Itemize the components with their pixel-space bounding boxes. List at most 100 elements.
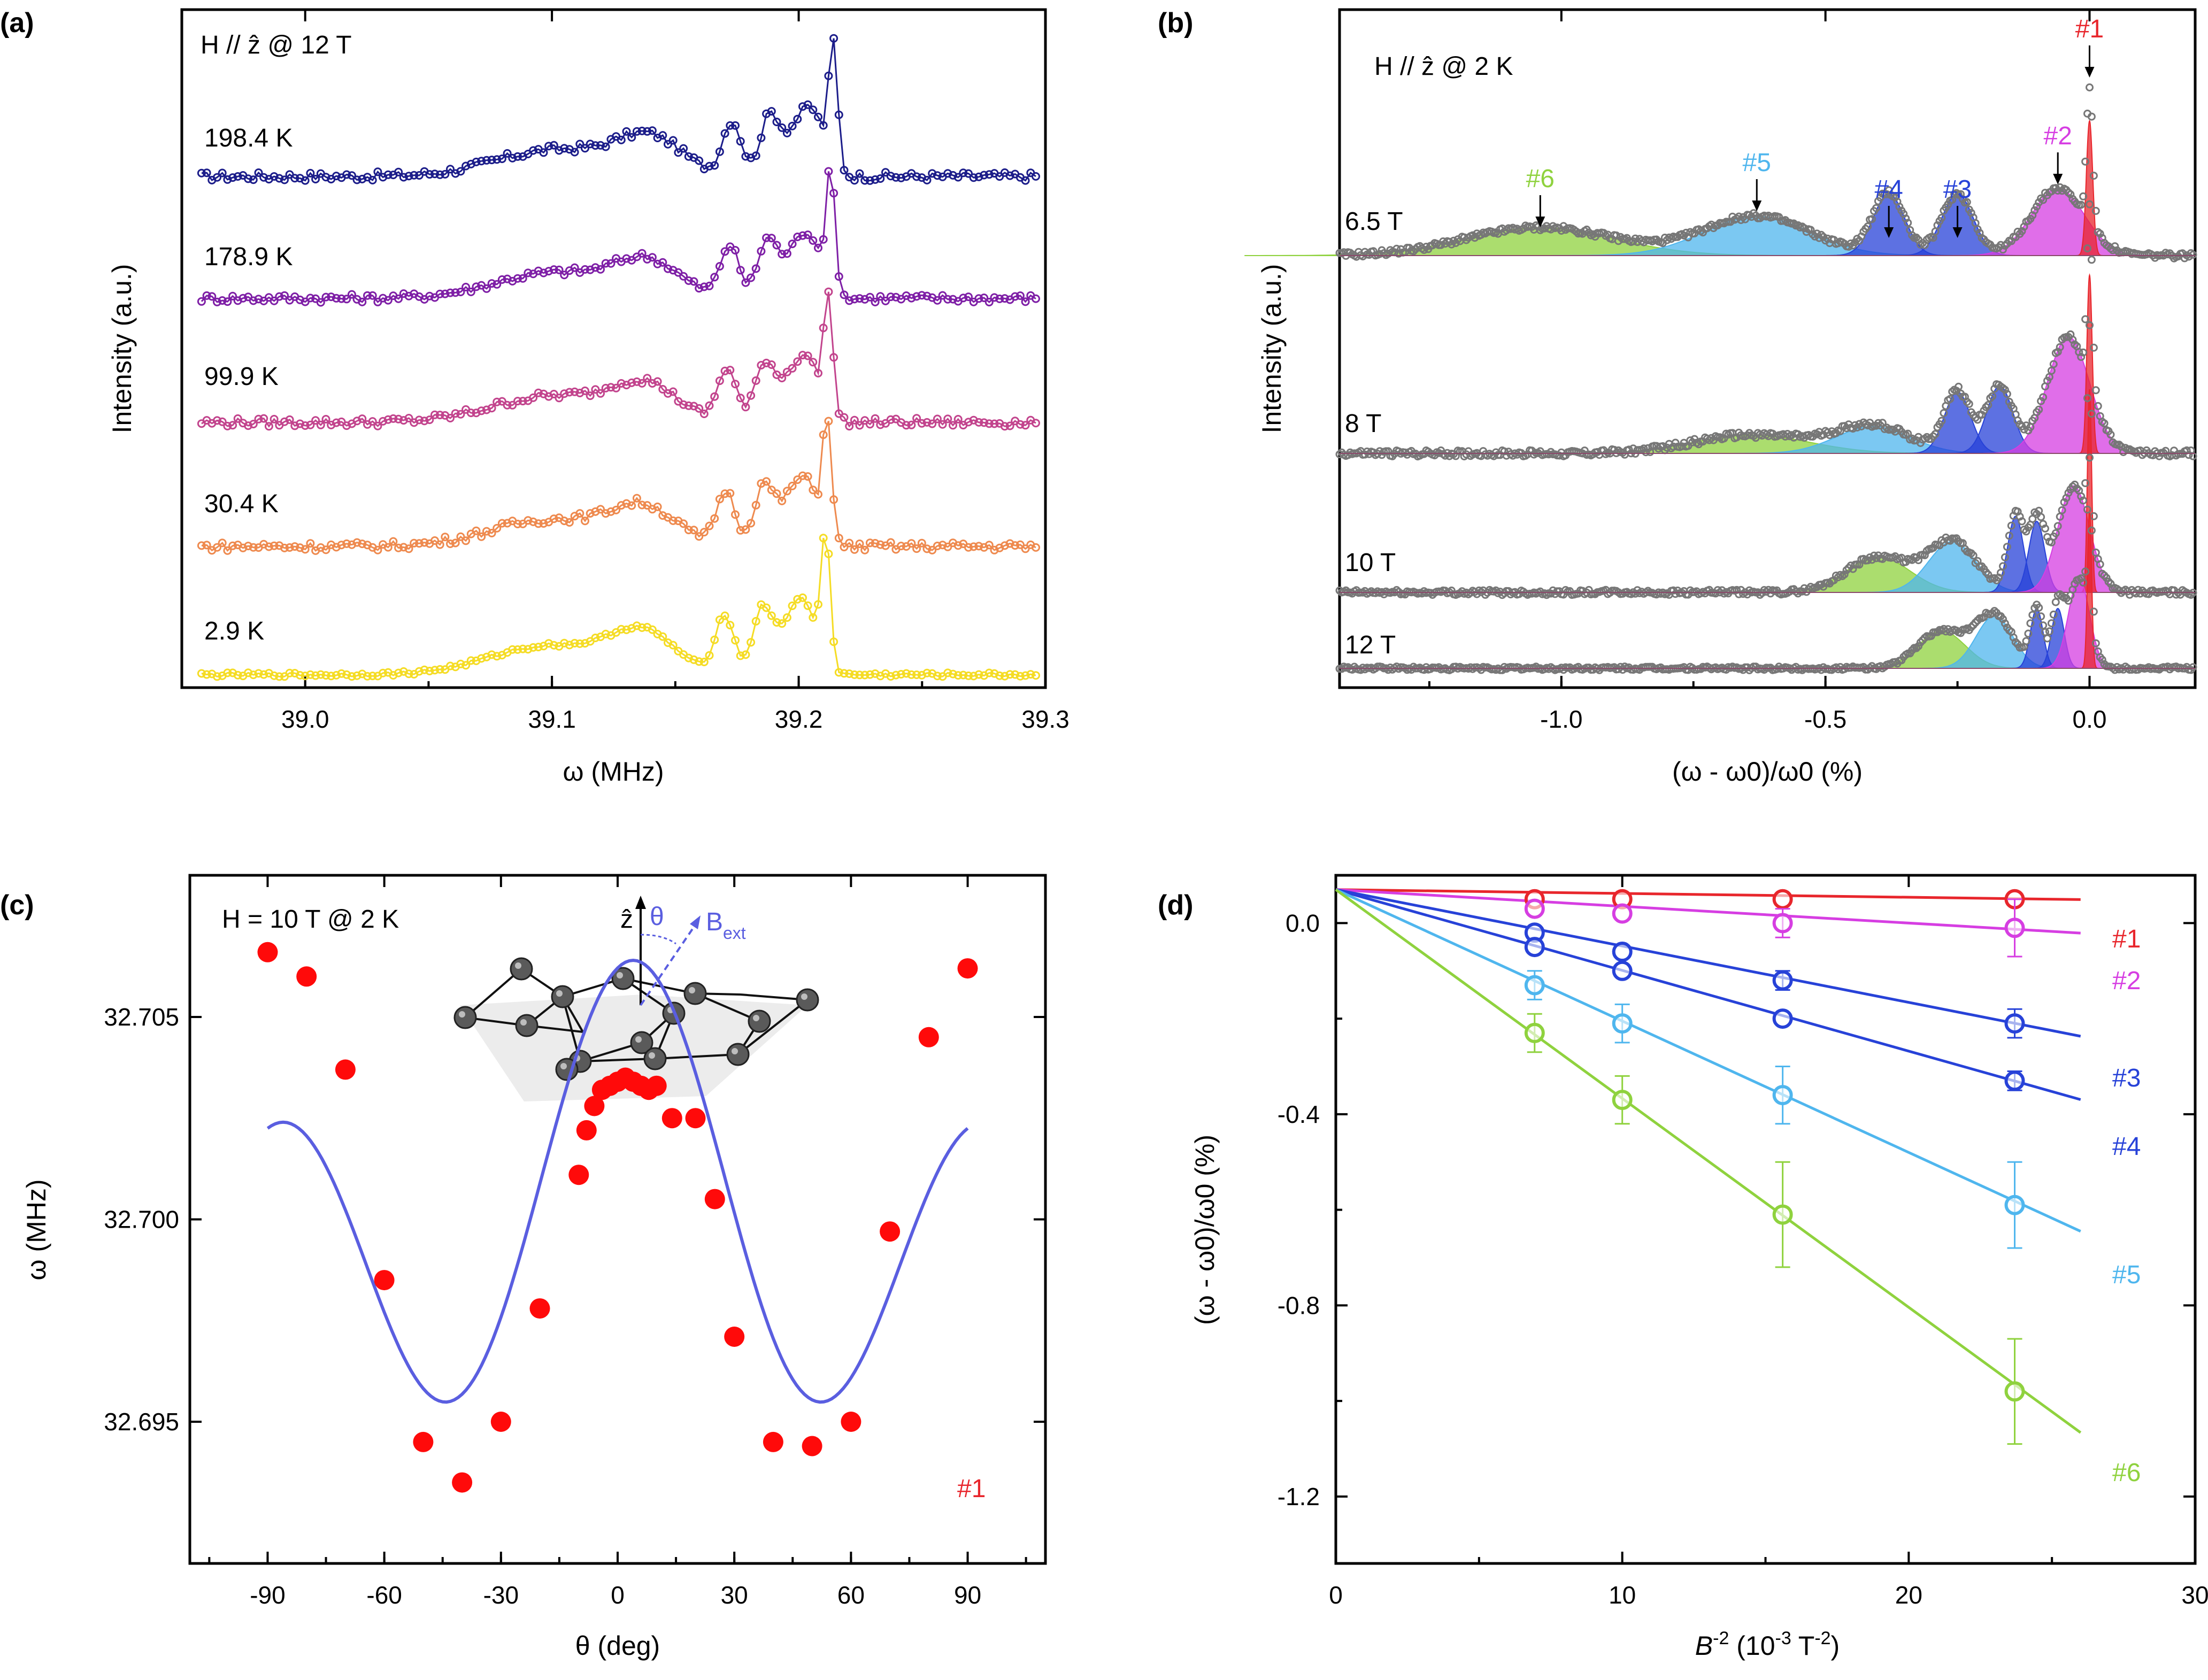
peak-arrow-head-icon <box>2084 67 2095 78</box>
trace-point <box>778 250 787 259</box>
trace-point <box>860 671 870 680</box>
trace-point <box>767 107 776 116</box>
trace-point <box>461 536 471 545</box>
trace-point <box>824 71 833 80</box>
trace-point <box>493 652 502 661</box>
trace-point <box>793 357 802 366</box>
trace-point <box>695 657 704 666</box>
trace-point <box>332 172 341 181</box>
trace-point <box>254 168 263 177</box>
trace-point <box>239 543 248 552</box>
trace-point <box>466 656 475 665</box>
trace-point <box>368 175 377 184</box>
trace-point <box>897 173 906 182</box>
trace-point <box>508 400 517 410</box>
fit-line <box>1335 888 2081 901</box>
trace-point <box>778 496 787 505</box>
data-point <box>2081 567 2090 576</box>
trace-point <box>741 525 750 534</box>
atom-highlight <box>515 962 521 969</box>
trace-point <box>840 413 849 422</box>
panel-b-label: (b) <box>1158 7 1193 38</box>
theta-arc <box>640 934 676 945</box>
trace-point <box>933 672 942 681</box>
data-point <box>2007 521 2015 530</box>
data-point <box>1502 226 1511 235</box>
trace-point <box>871 175 880 184</box>
trace-point <box>352 175 361 184</box>
trace-point <box>959 294 968 303</box>
data-point <box>1524 937 1545 958</box>
trace-point <box>539 148 548 157</box>
trace-point <box>684 526 693 535</box>
data-point <box>2091 206 2100 215</box>
data-point <box>1500 447 1509 456</box>
panel-a-xlabel: ω (MHz) <box>563 757 664 787</box>
trace-point <box>549 514 558 523</box>
trace-point <box>803 472 812 481</box>
data-point <box>1471 234 1479 242</box>
data-point <box>841 1412 861 1432</box>
trace-point <box>285 543 294 552</box>
trace-point <box>332 418 341 427</box>
trace-point <box>751 500 760 510</box>
panel-b-annotation: H // ẑ @ 2 K <box>1374 52 1513 81</box>
trace-point <box>824 287 833 296</box>
trace-point <box>643 127 652 136</box>
trace-point <box>953 541 963 550</box>
data-point <box>2111 242 2119 251</box>
lattice-atom <box>453 1006 477 1029</box>
data-point <box>2043 634 2051 643</box>
panel-c-ylabel: ω (MHz) <box>21 1180 51 1281</box>
trace-point <box>1005 670 1014 679</box>
trace-point <box>352 671 361 680</box>
trace-point <box>275 292 284 301</box>
x-tick-label: 39.3 <box>1021 705 1070 733</box>
trace-point <box>591 385 600 394</box>
trace-point <box>886 415 895 424</box>
data-point <box>2094 402 2102 410</box>
z-arrow-head-icon <box>635 896 646 909</box>
trace-point <box>410 538 419 548</box>
field-label-10T: 10 T <box>1345 549 1396 577</box>
trace-point <box>218 417 227 426</box>
trace-point <box>368 672 377 681</box>
trace-point <box>1000 422 1009 431</box>
trace-point <box>933 296 942 305</box>
trace-point <box>788 364 797 373</box>
trace-point <box>710 273 719 282</box>
trace-point <box>949 669 957 679</box>
trace-point <box>606 259 616 268</box>
data-point <box>1982 403 1990 411</box>
trace-point <box>969 672 978 681</box>
trace-point <box>949 171 957 180</box>
trace-point <box>995 294 1004 303</box>
data-point <box>1671 438 1680 447</box>
trace-point <box>368 417 377 426</box>
trace-point <box>197 168 206 178</box>
series-label-6: #6 <box>2112 1459 2141 1487</box>
trace-point <box>544 142 553 151</box>
data-point <box>2001 619 2009 628</box>
trace-point <box>653 259 662 268</box>
data-point <box>2022 527 2030 536</box>
trace-point <box>772 489 781 498</box>
trace-point <box>778 374 787 382</box>
trace-point <box>296 419 304 428</box>
data-point <box>529 1298 550 1319</box>
trace-point <box>581 386 589 395</box>
trace-point <box>487 279 496 288</box>
trace-point <box>394 668 403 677</box>
series-label-3: #3 <box>2112 1064 2141 1092</box>
trace-point <box>358 297 367 306</box>
panel-a-annotation: H // ẑ @ 12 T <box>201 31 352 59</box>
trace-point <box>591 634 600 642</box>
data-point <box>2077 574 2086 583</box>
trace-point <box>1000 294 1009 303</box>
trace-point <box>456 532 465 541</box>
trace-label-100K: 99.9 K <box>204 363 279 391</box>
peak-arrow-head-icon <box>1535 217 1545 227</box>
trace-point <box>736 651 745 660</box>
trace-point <box>959 671 968 680</box>
data-point <box>1940 409 1948 417</box>
